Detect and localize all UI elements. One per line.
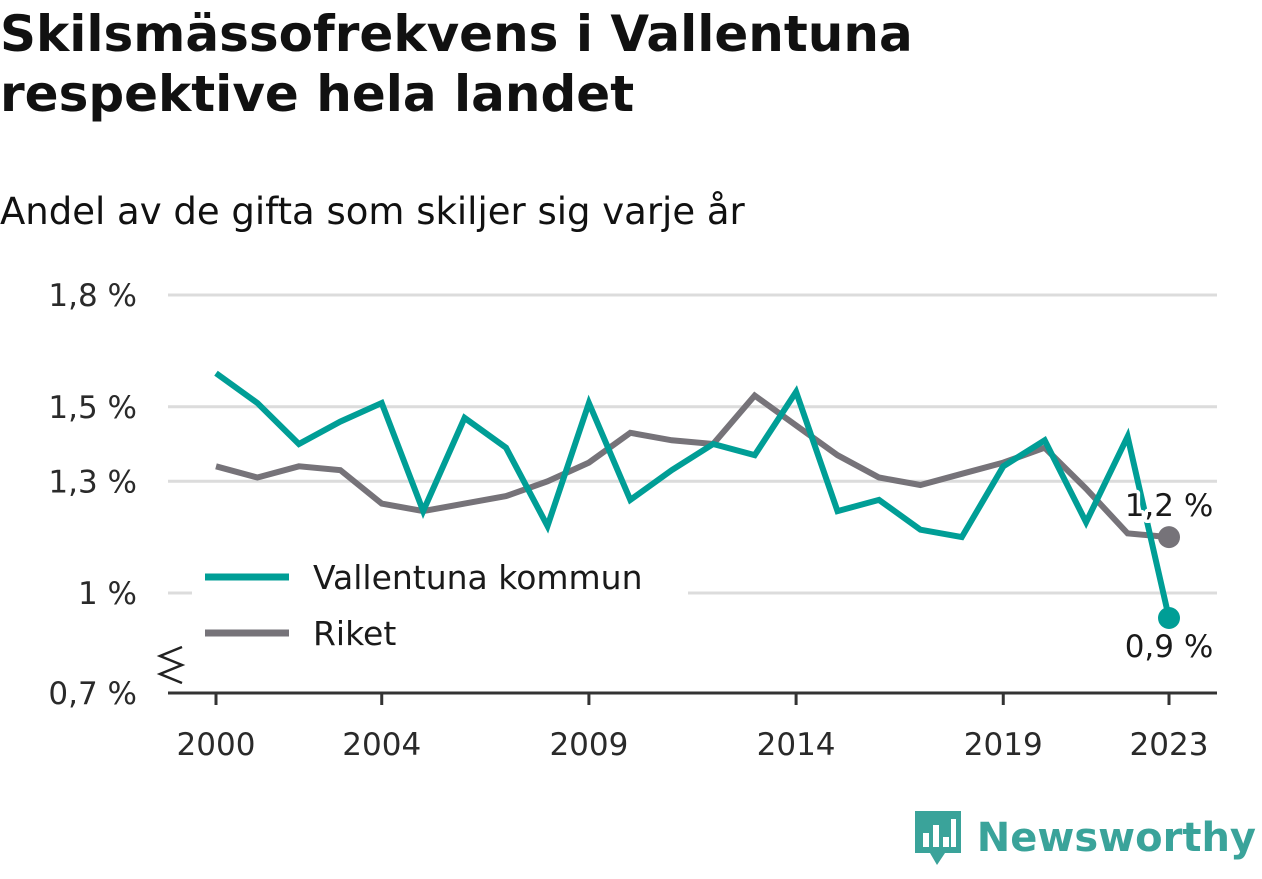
brand-name: Newsworthy	[976, 815, 1256, 861]
end-value-label: 1,2 %	[1125, 488, 1214, 524]
y-tick-label: 1,3 %	[48, 464, 137, 500]
y-tick-label: 1 %	[78, 576, 137, 612]
x-tick-label: 2009	[549, 727, 628, 763]
series-end-point	[1158, 526, 1180, 549]
x-tick-label: 2014	[757, 727, 836, 763]
x-tick-label: 2000	[177, 727, 256, 763]
chart-title: Skilsmässofrekvens i Vallentuna respekti…	[0, 5, 913, 123]
y-tick-label: 1,5 %	[48, 390, 137, 426]
axis-break-mark	[156, 645, 186, 685]
end-value-label: 0,9 %	[1125, 629, 1214, 665]
end-labels: 0,9 % 1,2 %	[1121, 485, 1217, 669]
series-line-riket	[215, 391, 1170, 541]
x-tick-label: 2023	[1130, 727, 1209, 763]
series-end-point	[1158, 607, 1180, 629]
x-tick-label: 2019	[964, 727, 1043, 763]
legend-label: Vallentuna kommun	[313, 558, 643, 597]
chart-subtitle: Andel av de gifta som skiljer sig varje …	[0, 190, 745, 233]
y-tick-label: 0,7 %	[48, 676, 137, 712]
legend: Vallentuna kommun Riket	[192, 552, 688, 664]
x-axis: 2000 2004 2009 2014 2019 2023	[156, 645, 1217, 763]
series-line-vallentuna-kommun	[214, 370, 1172, 619]
x-tick-label: 2004	[342, 727, 421, 763]
legend-background	[192, 552, 688, 664]
bar-chart-bubble-icon	[914, 811, 961, 865]
series-lines	[214, 370, 1180, 629]
y-tick-label: 1,8 %	[48, 278, 137, 314]
y-axis-ticks: 0,7 % 1 % 1,3 % 1,5 % 1,8 %	[48, 278, 137, 712]
legend-label: Riket	[313, 614, 396, 653]
brand-logo: Newsworthy	[913, 809, 1256, 867]
